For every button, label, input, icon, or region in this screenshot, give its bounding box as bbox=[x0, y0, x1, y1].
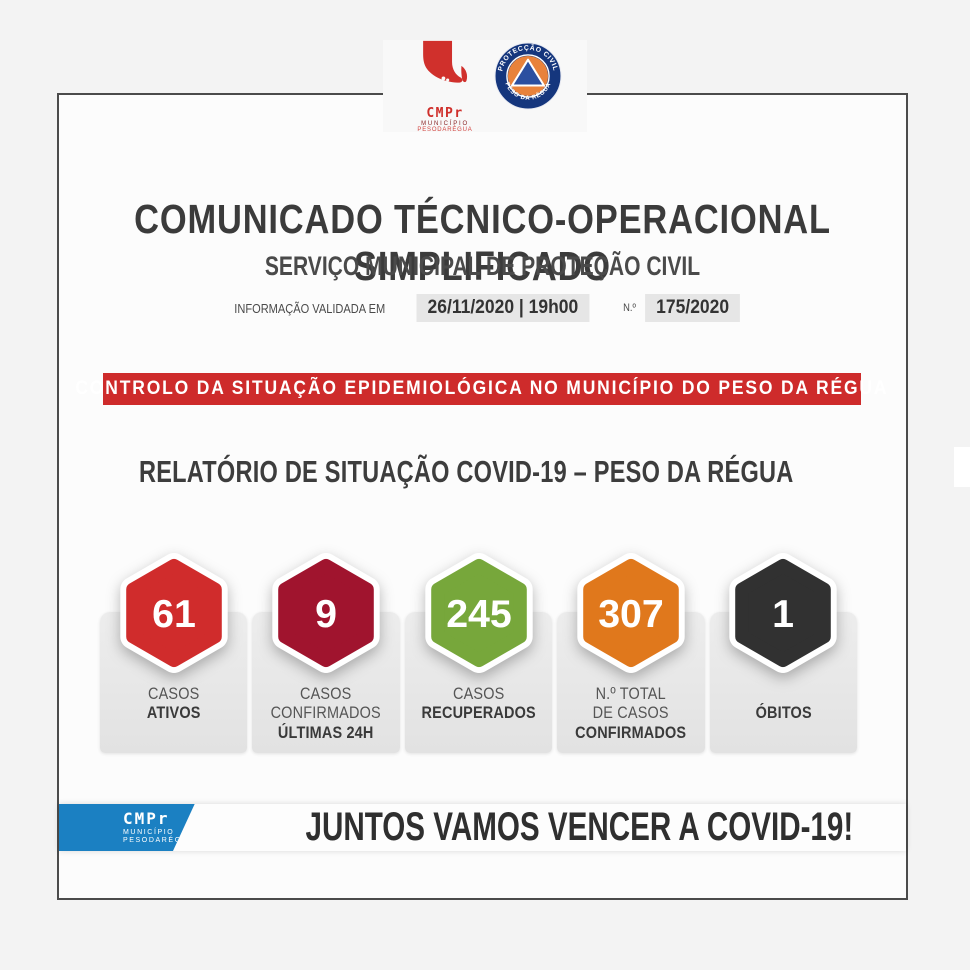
hexagon-badge-icon: 61 bbox=[120, 553, 228, 673]
stat-value: 307 bbox=[598, 592, 664, 636]
cmpr-logotype: CMPr bbox=[426, 105, 464, 121]
stat-card-casos-ativos: 61 CASOS ATIVOS bbox=[100, 553, 248, 753]
civil-protection-triangle-icon bbox=[511, 58, 545, 87]
stat-value: 1 bbox=[772, 592, 794, 636]
footer-message: JUNTOS VAMOS VENCER A COVID-19! bbox=[305, 805, 853, 849]
communique-number: 175/2020 bbox=[644, 294, 740, 322]
stat-value: 61 bbox=[152, 592, 196, 636]
report-title: RELATÓRIO DE SITUAÇÃO COVID-19 – PESO DA… bbox=[139, 454, 794, 489]
stats-row: 61 CASOS ATIVOS 9 CASOS CONFIRMADOS ÚLTI… bbox=[100, 553, 858, 753]
cmpr-logo-mark-icon bbox=[423, 40, 468, 84]
stat-card-recuperados: 245 CASOS RECUPERADOS bbox=[404, 553, 553, 753]
control-banner: CONTROLO DA SITUAÇÃO EPIDEMIOLÓGICA NO M… bbox=[76, 373, 887, 405]
top-logos: CMPr MUNICÍPIO PESODARÉGUA PROTECÇÃO CIV… bbox=[383, 40, 587, 134]
subtitle: SERVIÇO MUNICIPAL DE PROTEÇÃO CIVIL bbox=[264, 251, 701, 281]
stat-card-confirmados-24h: 9 CASOS CONFIRMADOS ÚLTIMAS 24H bbox=[252, 553, 400, 753]
footer-logo-panel: CMPr MUNICÍPIO PESODARÉGUA bbox=[59, 804, 195, 851]
stat-label: ÓBITOS bbox=[755, 703, 812, 722]
stat-label: N.º TOTAL DE CASOS CONFIRMADOS bbox=[575, 684, 687, 742]
validated-label: INFORMAÇÃO VALIDADA EM bbox=[234, 300, 386, 316]
footer-logo-pesodaregua: PESODARÉGUA bbox=[123, 836, 195, 844]
cmpr-logo-municipio: MUNICÍPIO bbox=[421, 120, 469, 127]
stat-label: CASOS CONFIRMADOS ÚLTIMAS 24H bbox=[270, 684, 382, 742]
validated-datetime: 26/11/2020 | 19h00 bbox=[416, 294, 589, 322]
stat-card-total-confirmados: 307 N.º TOTAL DE CASOS CONFIRMADOS bbox=[557, 553, 705, 753]
right-edge-tab bbox=[954, 447, 970, 487]
footer-cmpr-logotype: CMPr bbox=[123, 809, 170, 829]
communique-number-group: N.º 175/2020 bbox=[622, 294, 743, 322]
validation-info-row: INFORMAÇÃO VALIDADA EM 26/11/2020 | 19h0… bbox=[59, 292, 906, 324]
control-banner-text: CONTROLO DA SITUAÇÃO EPIDEMIOLÓGICA NO M… bbox=[75, 378, 889, 399]
footer-cmpr-logo: CMPr MUNICÍPIO PESODARÉGUA bbox=[123, 809, 195, 844]
hexagon-badge-icon: 245 bbox=[424, 553, 533, 673]
hexagon-badge-icon: 9 bbox=[272, 553, 380, 673]
stat-label: CASOS ATIVOS bbox=[146, 684, 201, 723]
footer-strip: CMPr MUNICÍPIO PESODARÉGUA JUNTOS VAMOS … bbox=[59, 804, 906, 851]
hexagon-badge-icon: 1 bbox=[729, 553, 838, 673]
number-label: N.º bbox=[623, 302, 637, 314]
stat-label: CASOS RECUPERADOS bbox=[421, 684, 536, 723]
stat-value: 245 bbox=[446, 592, 512, 636]
footer-logo-municipio: MUNICÍPIO bbox=[123, 828, 175, 836]
main-title: COMUNICADO TÉCNICO-OPERACIONAL SIMPLIFIC… bbox=[134, 196, 831, 289]
cmpr-logo-pesodaregua: PESODARÉGUA bbox=[417, 127, 473, 134]
protecao-civil-logo: PROTECÇÃO CIVIL PESO DA RÉGUA bbox=[494, 42, 562, 110]
stat-card-obitos: 1 ÓBITOS bbox=[709, 553, 858, 753]
communique-card: COMUNICADO TÉCNICO-OPERACIONAL SIMPLIFIC… bbox=[57, 93, 908, 900]
cmpr-municipality-logo: CMPr MUNICÍPIO PESODARÉGUA bbox=[408, 40, 482, 134]
hexagon-badge-icon: 307 bbox=[577, 553, 685, 673]
stat-value: 9 bbox=[315, 592, 337, 636]
